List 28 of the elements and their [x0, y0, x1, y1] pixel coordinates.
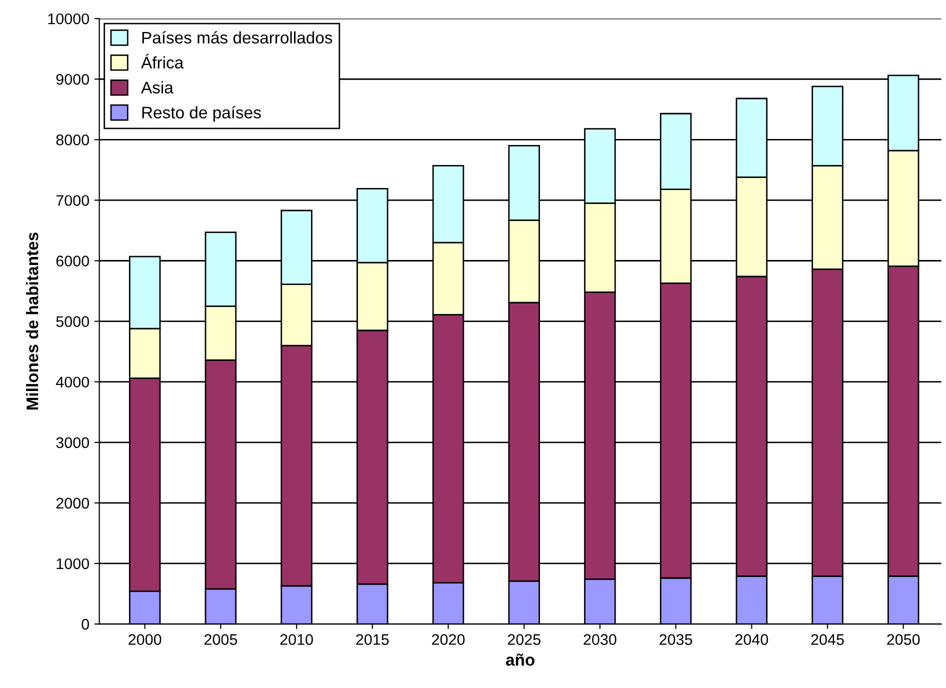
- y-tick-label: 2000: [56, 498, 90, 509]
- y-tick-label: 5000: [56, 316, 90, 327]
- legend-label: África: [141, 54, 184, 69]
- x-tick-label: 2020: [432, 634, 465, 645]
- y-tick-label: 10000: [48, 13, 90, 24]
- x-axis-title: año: [506, 654, 534, 666]
- y-tick-label: 6000: [56, 256, 90, 266]
- x-tick-label: 2040: [735, 634, 768, 645]
- y-tick-label: 4000: [56, 376, 90, 388]
- x-tick-label: 2050: [887, 634, 920, 645]
- x-tick-label: 2025: [508, 634, 540, 645]
- y-tick-label: 0: [82, 618, 90, 630]
- x-tick-label: 2015: [356, 634, 389, 645]
- legend-label: Resto de países: [142, 106, 261, 122]
- x-tick-label: 2010: [280, 634, 313, 645]
- y-tick-label: 9000: [56, 74, 90, 85]
- y-tick-label: 7000: [56, 195, 90, 206]
- legend-label: Países más desarrollados: [142, 31, 332, 44]
- x-tick-label: 2030: [584, 634, 616, 645]
- y-tick-label: 1000: [56, 558, 90, 570]
- y-tick-label: 3000: [56, 437, 90, 448]
- legend-label: Asia: [141, 81, 174, 94]
- x-tick-label: 2045: [811, 634, 844, 645]
- x-tick-label: 2035: [660, 634, 692, 645]
- y-axis-title: Millones de habitantes: [26, 232, 38, 410]
- x-tick-label: 2005: [204, 634, 238, 645]
- x-tick-label: 2000: [128, 634, 162, 645]
- y-tick-label: 8000: [56, 134, 90, 146]
